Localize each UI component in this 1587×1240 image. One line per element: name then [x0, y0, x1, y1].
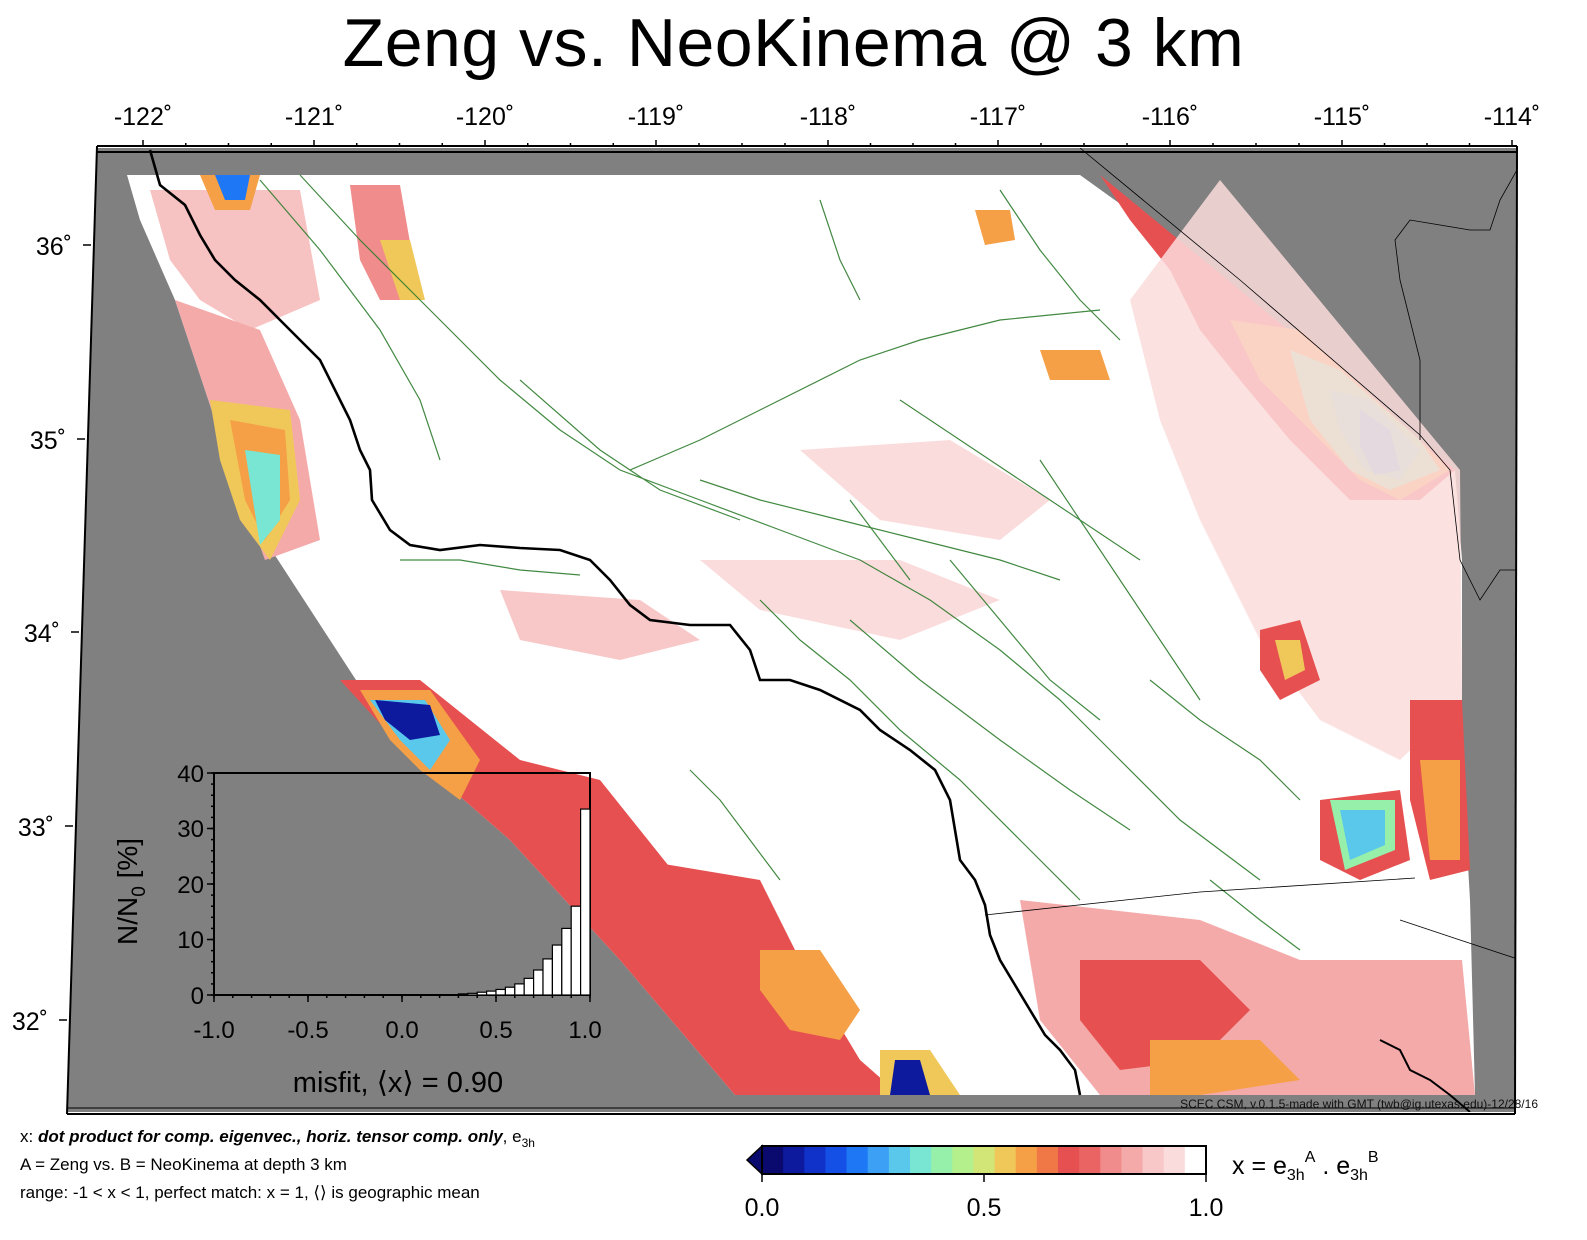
colorbar-cell	[804, 1146, 826, 1174]
lon-label: -120˚	[456, 103, 514, 131]
colorbar-cell	[952, 1146, 974, 1174]
histogram-bar	[514, 983, 525, 996]
hist-x-label: misfit, ⟨x⟩ = 0.90	[293, 1067, 503, 1099]
hist-x-tick: 0.5	[479, 1017, 512, 1044]
us-mexico-border	[984, 877, 1416, 916]
colorbar-cell	[910, 1146, 932, 1174]
footer-line-1: x: dot product for comp. eigenvec., hori…	[20, 1127, 535, 1150]
hist-y-tick: 30	[177, 816, 204, 843]
hist-x-tick: 0.0	[385, 1017, 418, 1044]
histogram-bar	[542, 958, 553, 996]
histogram-bar	[532, 969, 544, 996]
histogram-bar	[495, 988, 506, 996]
colorbar-cell	[825, 1146, 848, 1174]
nevada-border	[1079, 148, 1517, 601]
latitude-tick-marks	[59, 244, 91, 1021]
colorbar-cell	[1163, 1146, 1186, 1174]
histogram-tick-marks	[207, 772, 591, 1002]
colorbar-cell	[783, 1146, 805, 1174]
lon-label: -121˚	[285, 103, 343, 131]
lat-label: 35˚	[30, 427, 66, 455]
hist-y-tick: 40	[177, 761, 204, 788]
lat-label: 32˚	[12, 1008, 48, 1036]
colorbar-cell	[1015, 1146, 1038, 1174]
colorbar-cell	[1121, 1146, 1144, 1174]
lon-label: -118˚	[800, 103, 857, 131]
colorbar-cell	[973, 1146, 996, 1174]
histogram-bar	[570, 905, 582, 996]
lon-label: -116˚	[1142, 103, 1199, 131]
lat-label: 36˚	[36, 233, 72, 261]
colorbar-min-label: 0.0	[745, 1194, 780, 1222]
colorbar-cell	[1058, 1146, 1080, 1174]
colorbar: 0.0 0.5 1.0 x = e3hA . e3hB	[745, 1144, 1379, 1222]
hist-y-label: N/N0 [%]	[112, 838, 150, 945]
footer-line-3: range: -1 < x < 1, perfect match: x = 1,…	[20, 1183, 480, 1202]
colorbar-cell	[888, 1146, 911, 1174]
colorbar-cell	[762, 1146, 784, 1174]
map-frame	[66, 145, 1518, 1115]
colorbar-max-label: 1.0	[1189, 1194, 1224, 1222]
colorbar-cell	[867, 1146, 890, 1174]
longitude-tick-marks	[142, 140, 1513, 146]
lon-label: -117˚	[970, 103, 1027, 131]
hist-x-tick: -1.0	[193, 1017, 234, 1044]
colorbar-cells	[762, 1146, 1207, 1174]
fault-traces	[259, 174, 1301, 951]
coastline-baja	[1379, 1039, 1471, 1112]
hist-y-tick: 20	[177, 872, 204, 899]
colorbar-low-arrow	[745, 1144, 763, 1176]
lat-label: 34˚	[24, 620, 60, 648]
credit-text: SCEC CSM, v.0.1.5-made with GMT (twb@ig.…	[1180, 1097, 1538, 1111]
map-title: Zeng vs. NeoKinema @ 3 km	[342, 5, 1245, 81]
histogram-bar	[457, 993, 469, 996]
latitude-labels: 36˚ 35˚ 34˚ 33˚ 32˚	[12, 233, 72, 1036]
misfit-patches	[150, 175, 1475, 1095]
colorbar-cell	[1036, 1146, 1059, 1174]
coastline	[148, 149, 1082, 1096]
misfit-histogram-inset: 40 30 20 10 0 -1.0 -0.5 0.0 0.5 1.0 misf…	[112, 761, 602, 1099]
histogram-bar	[486, 990, 497, 996]
histogram-bar	[476, 991, 488, 996]
lon-label: -119˚	[628, 103, 685, 131]
lon-label: -114˚	[1484, 103, 1541, 131]
histogram-bar	[551, 944, 563, 996]
histogram-bar	[504, 986, 516, 996]
hist-y-tick: 0	[191, 983, 204, 1010]
histogram-bar	[523, 977, 535, 996]
colorbar-cell	[931, 1146, 953, 1174]
colorado-river	[1394, 169, 1517, 440]
histogram-bars	[457, 808, 591, 996]
lon-label: -115˚	[1314, 103, 1371, 131]
colorbar-cell	[846, 1146, 869, 1174]
histogram-bar	[467, 992, 478, 996]
lon-label: -122˚	[114, 103, 172, 131]
colorbar-title: x = e3hA . e3hB	[1232, 1149, 1379, 1184]
colorbar-cell	[1100, 1146, 1122, 1174]
footer-line-2: A = Zeng vs. B = NeoKinema at depth 3 km	[20, 1155, 347, 1174]
colorbar-cell	[1142, 1146, 1165, 1174]
colorbar-cell	[1184, 1146, 1207, 1174]
hist-x-tick: 1.0	[568, 1017, 601, 1044]
colorbar-mid-label: 0.5	[967, 1194, 1002, 1222]
colorbar-cell	[1079, 1146, 1101, 1174]
hist-y-tick: 10	[177, 927, 204, 954]
data-domain	[127, 175, 1475, 1095]
hist-x-tick: -0.5	[287, 1017, 328, 1044]
histogram-bar	[579, 808, 591, 996]
histogram-bar	[561, 927, 572, 996]
lat-label: 33˚	[18, 814, 54, 842]
longitude-labels: -122˚ -121˚ -120˚ -119˚ -118˚ -117˚ -116…	[114, 103, 1540, 131]
colorbar-cell	[994, 1146, 1017, 1174]
